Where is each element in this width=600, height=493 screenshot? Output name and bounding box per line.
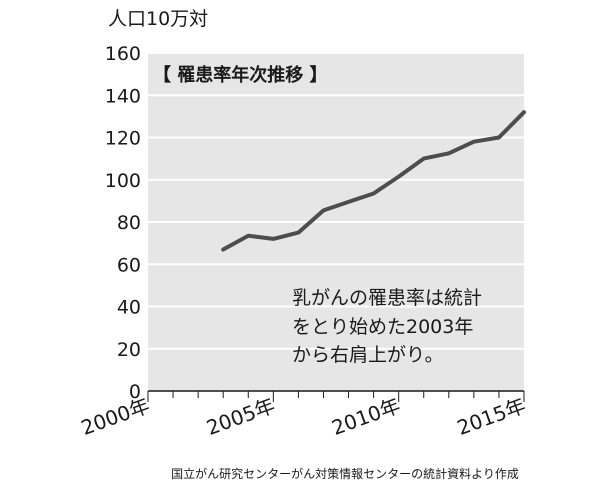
x-tick-label: 2005年: [203, 393, 278, 440]
y-tick-label: 20: [117, 339, 141, 361]
y-tick-label: 0: [129, 381, 141, 403]
y-axis-ticks: 0 20 40 60 80 100 120 140 160: [105, 43, 141, 403]
x-tick-label: 2000年: [78, 393, 153, 440]
x-axis: [147, 390, 525, 402]
y-tick-label: 160: [105, 43, 141, 65]
x-tick-label: 2010年: [329, 393, 404, 440]
x-tick-label: 2015年: [454, 393, 529, 440]
annotation-line-2: をとり始めた2003年: [292, 316, 473, 338]
x-axis-labels: 2000年 2005年 2010年 2015年: [78, 393, 529, 440]
y-tick-label: 80: [117, 212, 141, 234]
annotation-line-3: から右肩上がり。: [292, 344, 444, 366]
y-tick-label: 120: [105, 128, 141, 150]
y-tick-label: 40: [117, 297, 141, 319]
annotation-line-1: 乳がんの罹患率は統計: [292, 287, 482, 309]
gridlines: [148, 52, 524, 350]
y-axis-title: 人口10万対: [108, 8, 208, 30]
y-tick-label: 60: [117, 254, 141, 276]
source-note: 国立がん研究センターがん対策情報センターの統計資料より作成: [171, 466, 519, 481]
y-tick-label: 140: [105, 85, 141, 107]
y-tick-label: 100: [105, 170, 141, 192]
series-line: [221, 110, 526, 252]
chart-title: 【 罹患率年次推移 】: [153, 64, 328, 86]
